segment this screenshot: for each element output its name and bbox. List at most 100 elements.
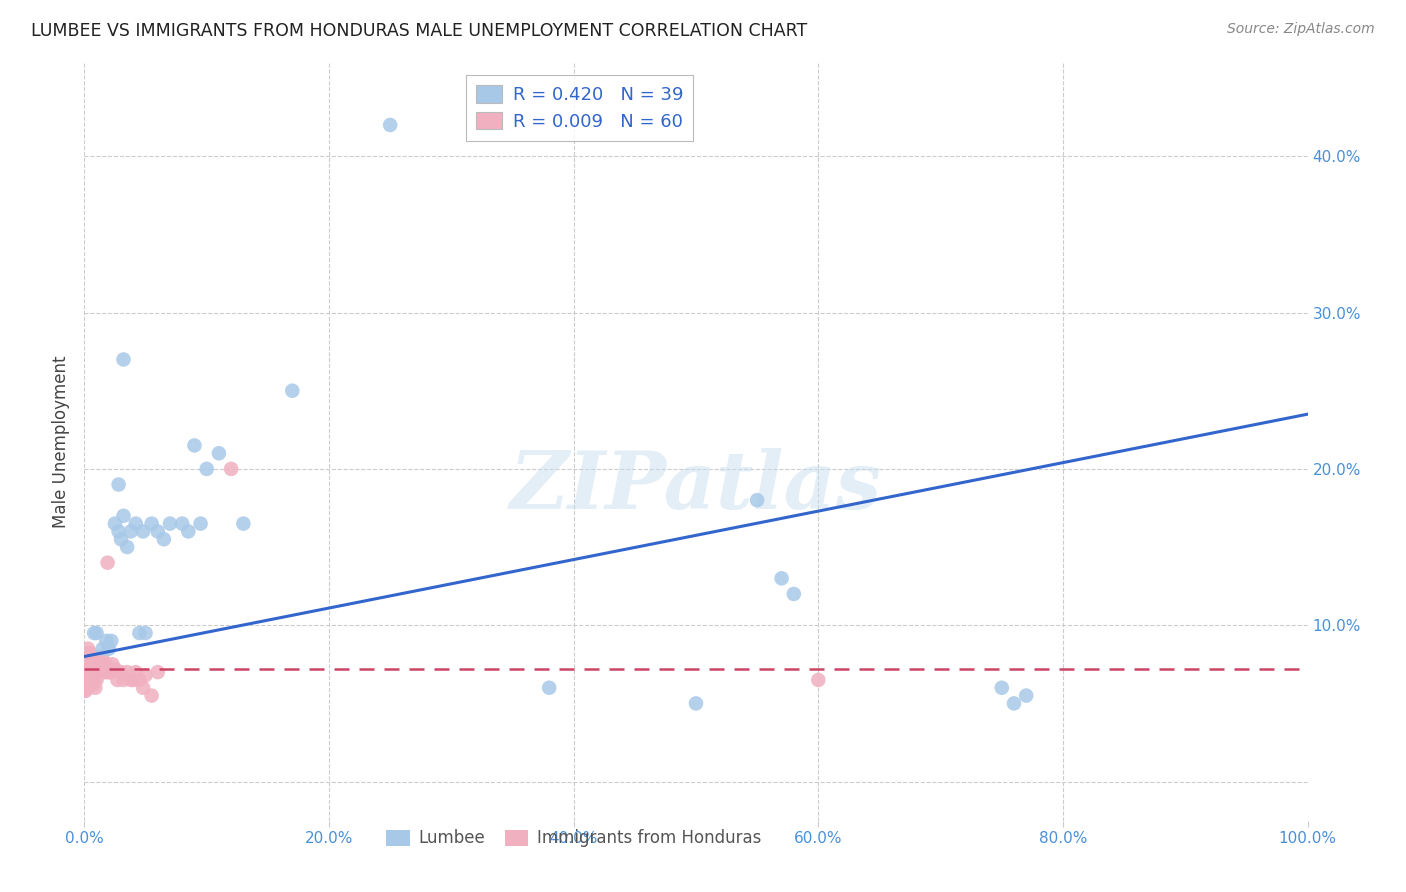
Point	[83, 626, 105, 640]
Point	[83, 673, 105, 687]
Legend: Lumbee, Immigrants from Honduras: Lumbee, Immigrants from Honduras	[380, 822, 768, 854]
Point	[141, 689, 163, 703]
Point	[110, 665, 132, 680]
Point	[128, 673, 150, 687]
Point	[73, 652, 96, 666]
Point	[97, 556, 120, 570]
Point	[132, 681, 155, 695]
Point	[120, 673, 142, 687]
Point	[87, 656, 110, 670]
Point	[1002, 697, 1025, 711]
Point	[90, 649, 112, 664]
Point	[153, 533, 176, 547]
Point	[93, 665, 115, 680]
Point	[107, 477, 129, 491]
Point	[104, 662, 127, 676]
Point	[104, 516, 127, 531]
Point	[98, 665, 121, 680]
Point	[77, 673, 100, 687]
Point	[79, 673, 101, 687]
Point	[87, 662, 110, 676]
Point	[1015, 689, 1038, 703]
Point	[195, 462, 218, 476]
Point	[112, 352, 135, 367]
Point	[112, 508, 135, 523]
Point	[77, 660, 100, 674]
Point	[75, 652, 97, 666]
Point	[783, 587, 806, 601]
Point	[86, 626, 108, 640]
Point	[91, 641, 114, 656]
Point	[83, 657, 105, 672]
Point	[208, 446, 231, 460]
Point	[89, 665, 111, 680]
Point	[77, 681, 100, 695]
Point	[75, 684, 97, 698]
Point	[94, 656, 117, 670]
Point	[97, 665, 120, 680]
Point	[77, 668, 100, 682]
Point	[112, 673, 135, 687]
Point	[79, 657, 101, 672]
Point	[183, 438, 205, 452]
Point	[86, 673, 108, 687]
Point	[75, 662, 97, 676]
Point	[84, 665, 107, 680]
Point	[80, 673, 103, 687]
Point	[115, 540, 138, 554]
Point	[73, 678, 96, 692]
Point	[75, 673, 97, 687]
Point	[97, 641, 120, 656]
Point	[77, 641, 100, 656]
Point	[91, 657, 114, 672]
Point	[135, 668, 157, 682]
Point	[172, 516, 194, 531]
Point	[146, 665, 169, 680]
Point	[100, 665, 122, 680]
Point	[132, 524, 155, 539]
Point	[76, 656, 98, 670]
Point	[232, 516, 254, 531]
Point	[770, 571, 793, 585]
Point	[101, 657, 124, 672]
Text: ZIPatlas: ZIPatlas	[510, 449, 882, 525]
Point	[177, 524, 200, 539]
Point	[991, 681, 1014, 695]
Point	[538, 681, 561, 695]
Point	[86, 657, 108, 672]
Point	[190, 516, 212, 531]
Y-axis label: Male Unemployment: Male Unemployment	[52, 355, 70, 528]
Point	[135, 626, 157, 640]
Point	[159, 516, 181, 531]
Point	[76, 665, 98, 680]
Text: Source: ZipAtlas.com: Source: ZipAtlas.com	[1227, 22, 1375, 37]
Point	[146, 524, 169, 539]
Point	[82, 678, 104, 692]
Point	[807, 673, 830, 687]
Point	[76, 678, 98, 692]
Point	[128, 626, 150, 640]
Text: LUMBEE VS IMMIGRANTS FROM HONDURAS MALE UNEMPLOYMENT CORRELATION CHART: LUMBEE VS IMMIGRANTS FROM HONDURAS MALE …	[31, 22, 807, 40]
Point	[80, 656, 103, 670]
Point	[141, 516, 163, 531]
Point	[100, 633, 122, 648]
Point	[115, 665, 138, 680]
Point	[107, 524, 129, 539]
Point	[281, 384, 304, 398]
Point	[747, 493, 769, 508]
Point	[105, 673, 128, 687]
Point	[125, 516, 148, 531]
Point	[79, 646, 101, 660]
Point	[110, 533, 132, 547]
Point	[82, 662, 104, 676]
Point	[84, 681, 107, 695]
Point	[219, 462, 242, 476]
Point	[685, 697, 707, 711]
Point	[122, 673, 145, 687]
Point	[380, 118, 402, 132]
Point	[77, 649, 100, 664]
Point	[73, 684, 96, 698]
Point	[125, 665, 148, 680]
Point	[73, 668, 96, 682]
Point	[96, 633, 118, 648]
